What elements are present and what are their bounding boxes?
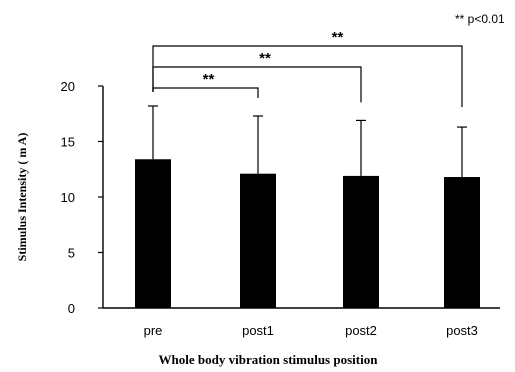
significance-label: ** (203, 71, 215, 88)
bar-pre (135, 159, 171, 308)
category-label-pre: pre (144, 323, 163, 338)
x-axis-label: Whole body vibration stimulus position (159, 352, 379, 367)
y-tick-label: 15 (61, 135, 75, 150)
p-value-note: ** p<0.01 (455, 12, 505, 26)
category-label-post1: post1 (242, 323, 274, 338)
bar-post2 (343, 175, 379, 308)
y-ticks: 0 5 10 15 20 (61, 79, 103, 316)
bracket-pre-post2 (152, 66, 362, 103)
category-label-post3: post3 (446, 323, 478, 338)
bracket-pre-post3 (152, 45, 463, 108)
bracket-pre-post1 (152, 87, 259, 98)
y-axis-label: Stimulus Intensity ( m A) (15, 133, 29, 262)
y-tick-label: 0 (68, 301, 75, 316)
significance-label: ** (259, 50, 271, 67)
category-label-post2: post2 (345, 323, 377, 338)
y-tick-label: 5 (68, 246, 75, 261)
category-labels: pre post1 post2 post3 (144, 323, 478, 338)
y-tick-label: 10 (61, 190, 75, 205)
bars (135, 105, 480, 308)
significance-label: ** (332, 29, 344, 46)
bar-post1 (240, 173, 276, 308)
y-tick-label: 20 (61, 79, 75, 94)
significance-brackets: ** ** ** (152, 29, 463, 108)
bar-post3 (444, 177, 480, 308)
